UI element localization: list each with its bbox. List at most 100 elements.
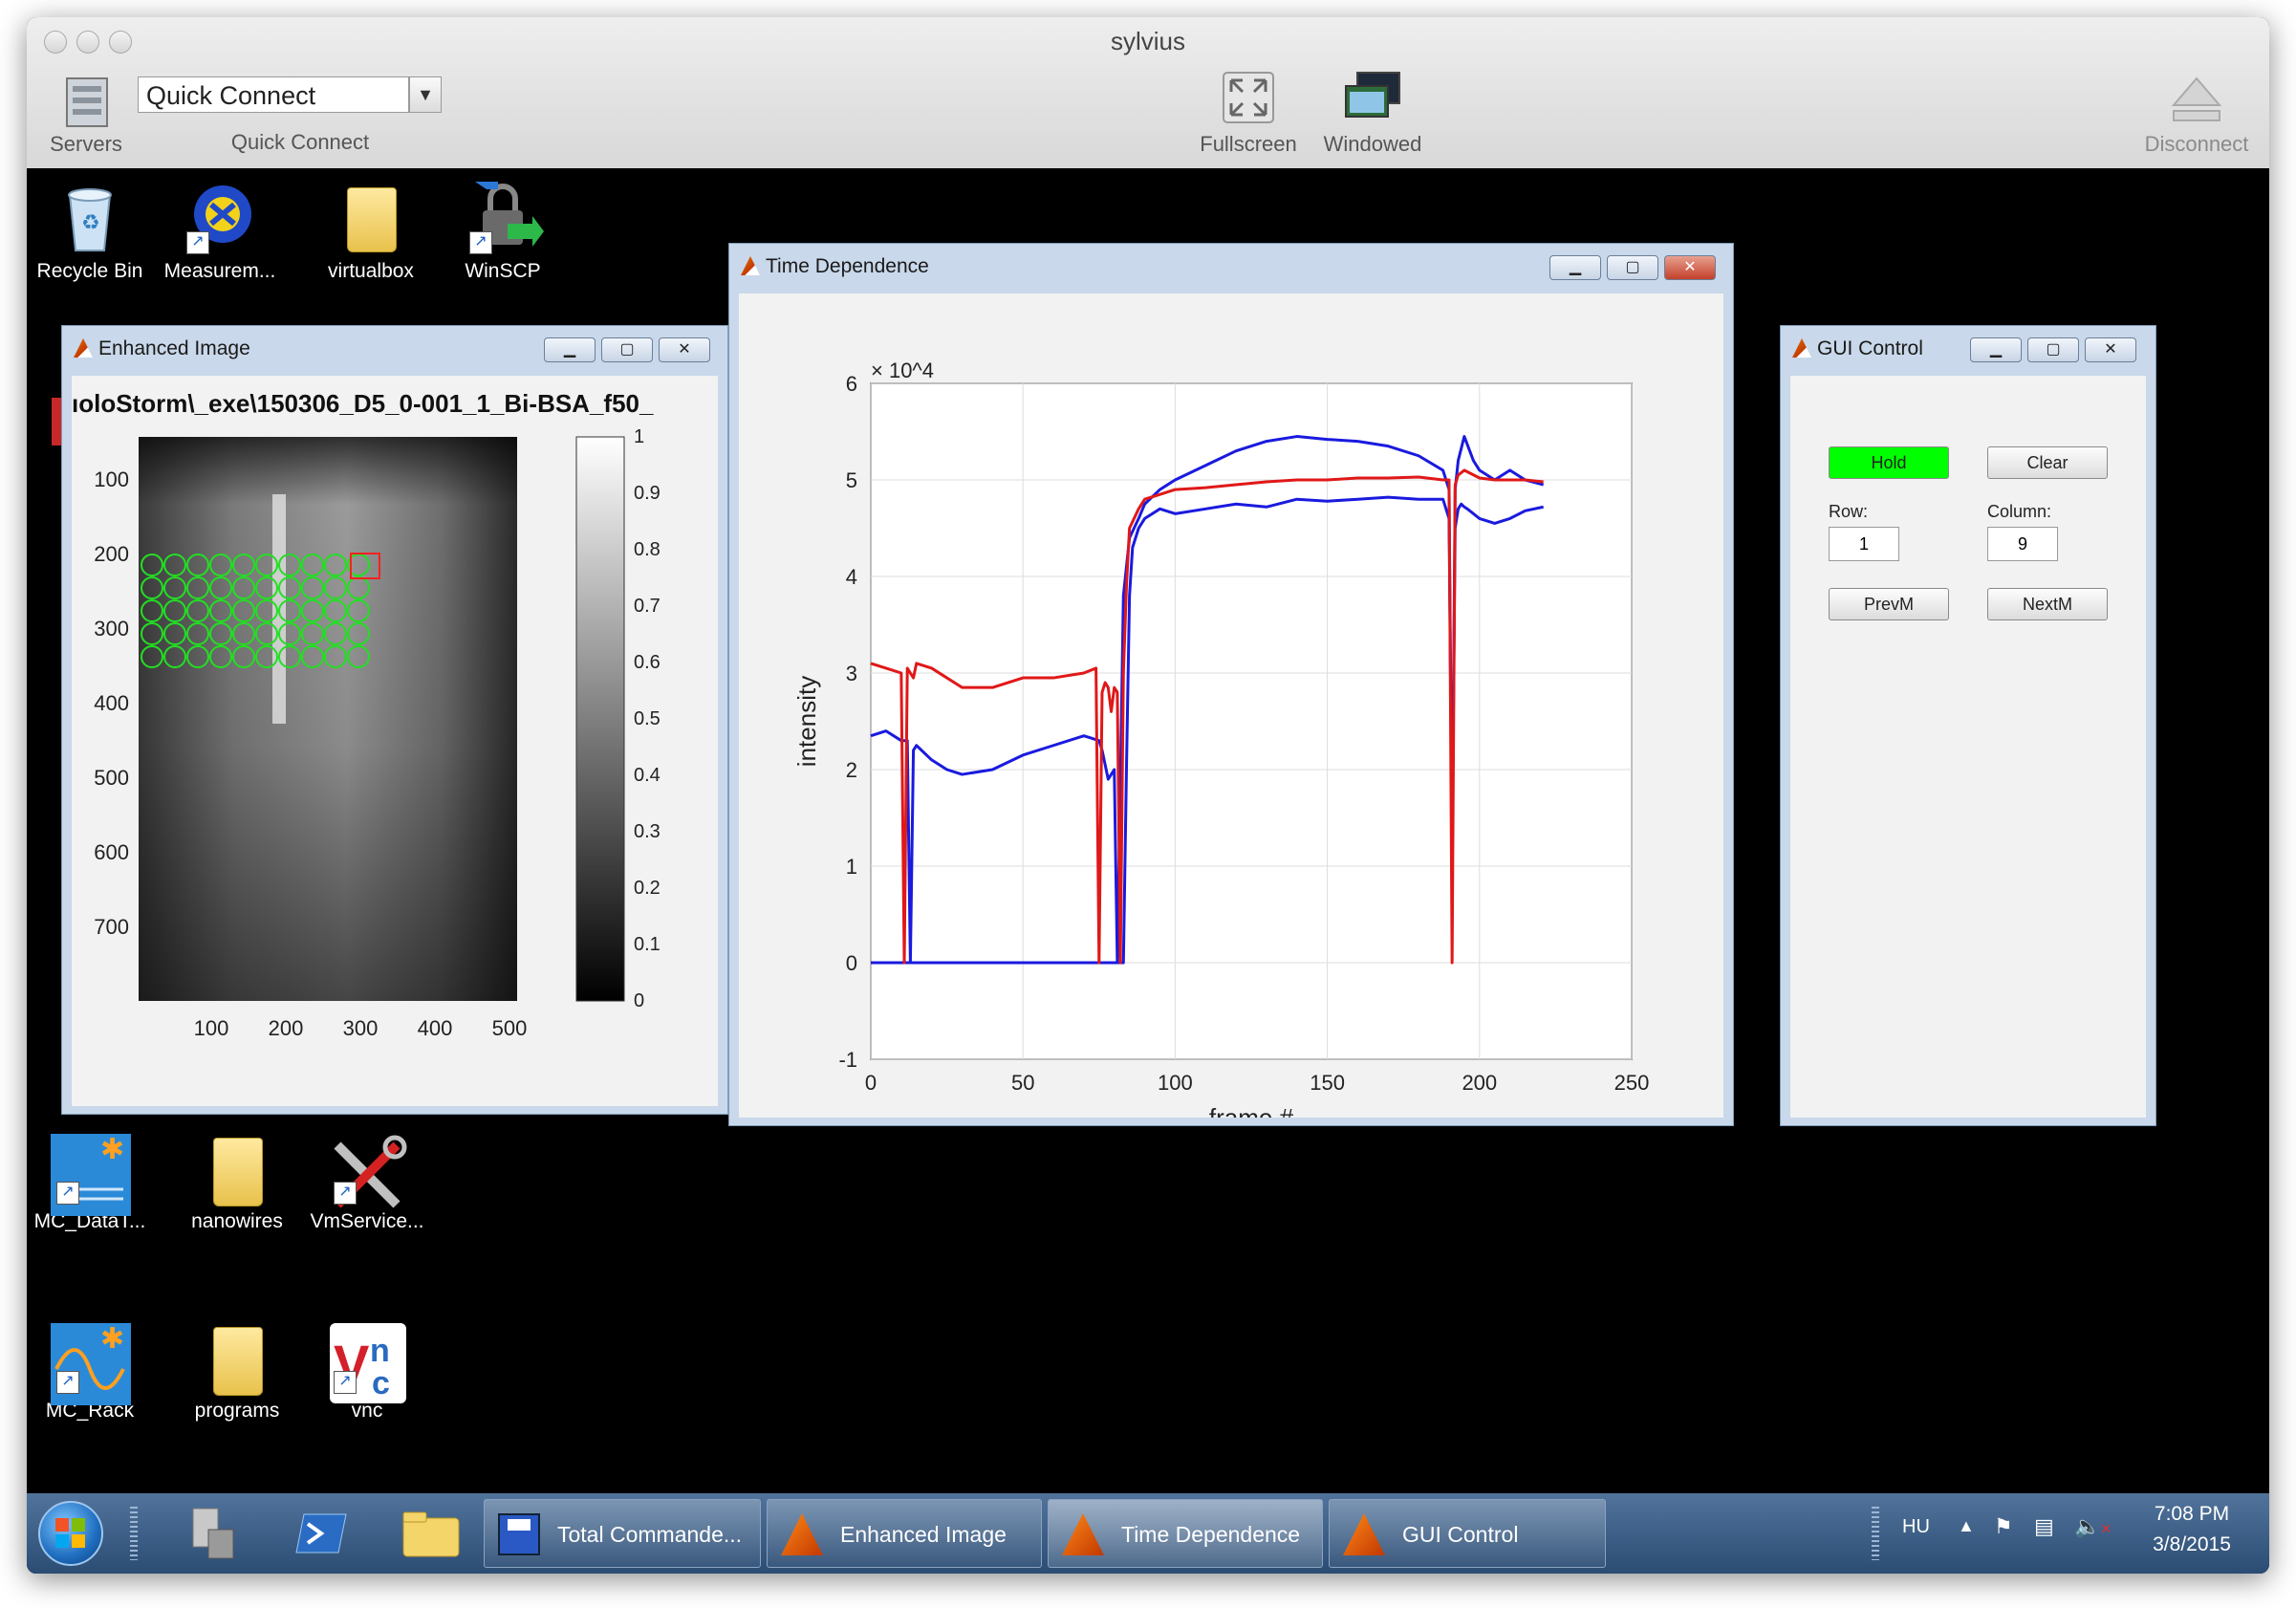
roi-circle — [141, 576, 163, 599]
volume-muted-icon[interactable]: 🔈✕ — [2074, 1514, 2112, 1538]
close-window-button[interactable] — [44, 31, 67, 54]
maximize-button[interactable]: ▢ — [2027, 337, 2079, 362]
disconnect-button[interactable]: Disconnect — [2130, 71, 2264, 163]
prevm-button[interactable]: PrevM — [1829, 588, 1949, 620]
maximize-button[interactable]: ▢ — [601, 337, 653, 362]
desktop-icon-label: programs — [194, 1400, 280, 1422]
zoom-window-button[interactable] — [109, 31, 132, 54]
roi-circle — [186, 599, 209, 622]
servers-button[interactable]: Servers — [40, 75, 132, 161]
image-x-tick-label: 400 — [418, 1016, 453, 1040]
desktop-icon-vmservice[interactable]: ↗ VmService... — [310, 1132, 424, 1233]
roi-circle — [141, 599, 163, 622]
y-axis-label: intensity — [792, 676, 821, 767]
disconnect-label: Disconnect — [2144, 132, 2249, 156]
pinned-explorer[interactable] — [398, 1505, 465, 1562]
show-hidden-icons-button[interactable]: ▲ — [1958, 1516, 1975, 1536]
plot-area — [870, 382, 1633, 1060]
y-tick-label: -1 — [838, 1048, 857, 1072]
taskbar-gui-control[interactable]: GUI Control — [1329, 1499, 1606, 1568]
hold-button[interactable]: Hold — [1829, 446, 1949, 479]
roi-circle — [232, 554, 255, 576]
desktop-icon-mc-datatool[interactable]: ✱ ↗ MC_DataT... — [32, 1132, 147, 1233]
colorbar-tick-label: 0.9 — [634, 483, 661, 504]
row-label: Row: — [1829, 502, 1869, 521]
taskbar-total-commander[interactable]: Total Commande... — [484, 1499, 761, 1568]
desktop-icon-virtualbox[interactable]: virtualbox — [314, 182, 428, 283]
roi-circle — [278, 599, 301, 622]
minimize-button[interactable]: ▁ — [544, 337, 596, 362]
start-button[interactable] — [38, 1501, 103, 1566]
matlab-icon — [741, 256, 760, 275]
clock-time[interactable]: 7:08 PM — [2154, 1503, 2230, 1525]
roi-circle — [141, 622, 163, 645]
eject-icon — [2171, 76, 2222, 121]
floppy-disk-icon — [498, 1513, 540, 1555]
measurement-app-icon: ↗ — [186, 182, 253, 254]
taskbar-enhanced-image[interactable]: Enhanced Image — [767, 1499, 1042, 1568]
fullscreen-button[interactable]: Fullscreen — [1181, 71, 1315, 163]
clock-date[interactable]: 3/8/2015 — [2153, 1533, 2231, 1555]
folder-icon — [204, 1321, 271, 1396]
desktop-icon-label: WinSCP — [465, 260, 541, 282]
fullscreen-label: Fullscreen — [1200, 132, 1297, 156]
image-y-tick-label: 200 — [94, 542, 129, 566]
desktop-icon-mc-rack[interactable]: ✱ ↗ MC_Rack — [32, 1321, 147, 1423]
taskbar-time-dependence[interactable]: Time Dependence — [1048, 1499, 1323, 1568]
shortcut-arrow-icon: ↗ — [56, 1371, 79, 1394]
column-field[interactable]: 9 — [1987, 527, 2058, 561]
quick-connect-label: Quick Connect — [230, 130, 370, 154]
desktop-icon-recycle-bin[interactable]: ♻ Recycle Bin — [32, 182, 147, 283]
pinned-server-manager[interactable] — [185, 1505, 239, 1562]
quick-connect-dropdown[interactable]: ▼ — [409, 76, 442, 113]
matlab-icon — [1062, 1513, 1104, 1555]
roi-circle — [255, 645, 278, 668]
quick-connect-input[interactable]: Quick Connect — [138, 76, 409, 113]
desktop-icon-winscp[interactable]: ↗ WinSCP — [445, 182, 560, 283]
windowed-button[interactable]: Windowed — [1306, 71, 1440, 163]
action-center-icon[interactable]: ⚑ — [1994, 1514, 2013, 1538]
language-indicator[interactable]: HU — [1902, 1516, 1930, 1537]
roi-circle — [255, 554, 278, 576]
minimize-icon: ▁ — [1569, 259, 1582, 275]
network-icon[interactable]: ▤ — [2034, 1514, 2054, 1538]
maximize-icon: ▢ — [619, 341, 635, 358]
minimize-icon: ▁ — [1989, 341, 2003, 358]
roi-circle — [209, 554, 232, 576]
minimize-button[interactable]: ▁ — [1549, 255, 1601, 280]
time-dependence-title: Time Dependence — [741, 255, 929, 278]
roi-circle — [255, 599, 278, 622]
roi-circle — [278, 622, 301, 645]
desktop-icon-label: virtualbox — [328, 260, 414, 282]
close-button[interactable]: ✕ — [2085, 337, 2136, 362]
windowed-icon — [1345, 72, 1400, 118]
explorer-folder-icon — [402, 1511, 460, 1557]
shortcut-arrow-icon: ↗ — [469, 231, 492, 254]
clear-button[interactable]: Clear — [1987, 446, 2108, 479]
desktop-icon-nanowires[interactable]: nanowires — [180, 1132, 294, 1233]
time-dependence-chart: 0 50 100 150 200 250 -1 0 1 2 3 4 5 6 × 10^4 frame # int… — [792, 359, 1649, 1132]
roi-circle — [301, 622, 324, 645]
close-button[interactable]: ✕ — [659, 337, 710, 362]
roi-circle — [347, 622, 370, 645]
windows-taskbar: Total Commande... Enhanced Image Time De… — [27, 1493, 2269, 1574]
row-field[interactable]: 1 — [1829, 527, 1899, 561]
nextm-button[interactable]: NextM — [1987, 588, 2108, 620]
image-x-tick-label: 300 — [343, 1016, 379, 1040]
roi-circle — [324, 576, 347, 599]
x-tick-label: 200 — [1462, 1071, 1497, 1095]
colorbar-tick-label: 0.3 — [634, 821, 661, 842]
minimize-button[interactable]: ▁ — [1970, 337, 2022, 362]
roi-circle — [232, 622, 255, 645]
roi-circle — [324, 554, 347, 576]
desktop-icon-programs[interactable]: programs — [180, 1321, 294, 1423]
close-button[interactable]: ✕ — [1664, 255, 1716, 280]
mac-titlebar: sylvius Servers Quick Connect ▼ Quick Co… — [27, 17, 2269, 169]
svg-text:n: n — [370, 1333, 390, 1369]
y-tick-label: 5 — [846, 468, 857, 492]
pinned-powershell[interactable] — [292, 1505, 350, 1562]
maximize-button[interactable]: ▢ — [1607, 255, 1658, 280]
desktop-icon-measurement[interactable]: ↗ Measurem... — [162, 182, 277, 283]
minimize-window-button[interactable] — [76, 31, 99, 54]
